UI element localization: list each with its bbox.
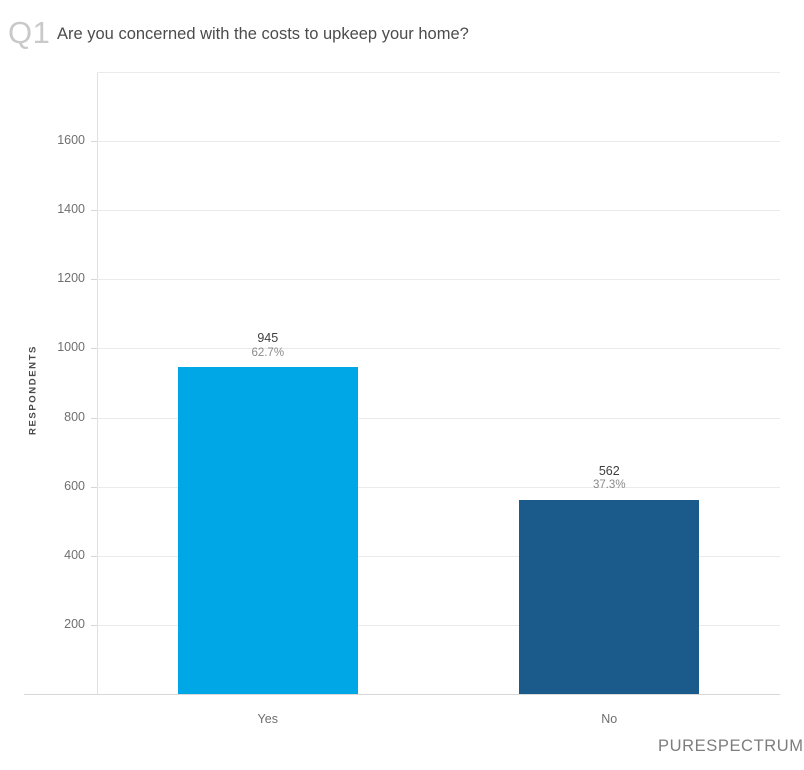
y-axis-tick [91, 279, 97, 281]
gridline [97, 486, 780, 488]
y-axis-title: RESPONDENTS [0, 0, 39, 435]
y-axis-tick-label: 600 [64, 478, 85, 493]
gridline [97, 417, 780, 419]
y-axis-tick-label: 1200 [57, 271, 85, 286]
gridline [97, 555, 780, 557]
chart-header: Q1 Are you concerned with the costs to u… [0, 0, 804, 70]
purespectrum-logo-text: PURESPECTRUM [658, 736, 804, 755]
x-axis-category-label: Yes [257, 712, 278, 726]
bar-value-label: 562 [598, 463, 620, 478]
y-axis-tick-label: 800 [64, 409, 85, 424]
y-axis-tick-label: 200 [64, 616, 85, 631]
y-axis-tick-label: 1000 [57, 340, 85, 355]
x-axis-line [24, 694, 780, 695]
x-axis-category-label: No [601, 712, 618, 726]
bar-label-group: 562 37.3% [519, 465, 699, 492]
y-axis-tick [91, 555, 97, 557]
y-axis-tick [91, 210, 97, 212]
plot-area: 945 62.7% 562 37.3% [91, 72, 780, 694]
bar-yes[interactable] [177, 367, 358, 694]
y-axis-tick [91, 348, 97, 350]
gridline [97, 210, 780, 212]
bar-value-label: 945 [257, 331, 279, 346]
gridline [97, 624, 780, 626]
y-axis-tick-label: 400 [64, 547, 85, 562]
bar-no[interactable] [519, 499, 700, 694]
gridline-top [97, 72, 780, 73]
gridline [97, 279, 780, 281]
gridline [97, 348, 780, 350]
y-axis-tick-label: 1600 [57, 133, 85, 148]
y-axis-line [97, 72, 98, 695]
bar-label-group: 945 62.7% [178, 332, 358, 359]
y-axis-tick-label: 1400 [57, 202, 85, 217]
y-axis-tick [91, 141, 97, 143]
bar-percent-label: 62.7% [251, 346, 285, 359]
y-axis-tick [91, 417, 97, 419]
bar-percent-label: 37.3% [592, 479, 626, 492]
gridline [97, 141, 780, 143]
purespectrum-logo: PURESPECTRUM [652, 728, 803, 764]
y-axis-tick [91, 624, 97, 626]
question-number: Q1 [8, 15, 51, 50]
question-title: Are you concerned with the costs to upke… [57, 25, 469, 43]
y-axis-tick [91, 486, 97, 488]
